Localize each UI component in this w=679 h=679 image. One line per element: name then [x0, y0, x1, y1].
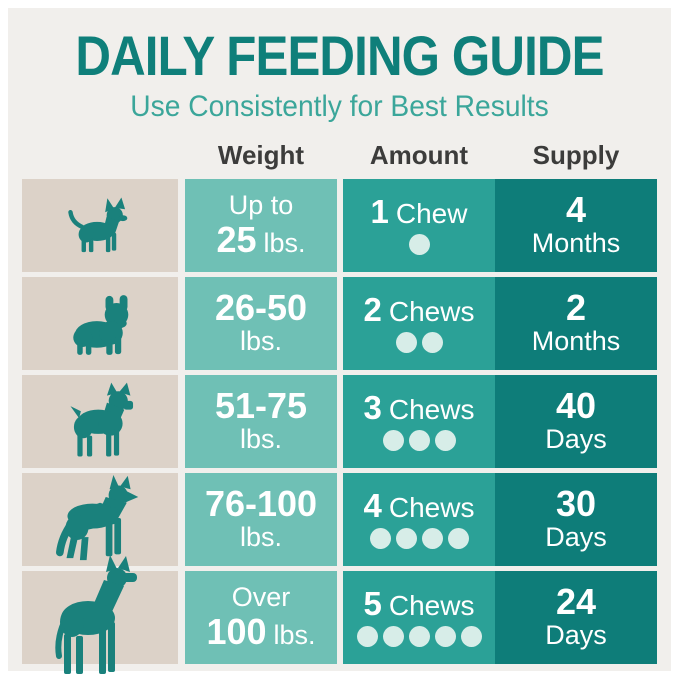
page-subtitle: Use Consistently for Best Results: [130, 90, 549, 123]
supply-cell: 24 Days: [495, 570, 657, 664]
amount-cell: 5 Chews: [343, 570, 495, 664]
german-shepherd-dog-icon: [56, 474, 139, 560]
weight-cell: 51-75 lbs.: [185, 374, 337, 468]
amount-cell: 3 Chews: [343, 374, 495, 468]
page-title: DAILY FEEDING GUIDE: [75, 24, 604, 87]
chew-dot: [447, 528, 469, 550]
chew-dot: [395, 332, 417, 354]
header-spacer: [22, 140, 185, 171]
chew-dot: [421, 528, 443, 550]
table-row: 51-75 lbs. 3 Chews 40 Days: [22, 374, 657, 468]
dog-cell: [22, 554, 178, 674]
supply-cell: 4 Months: [495, 178, 657, 272]
weight-cell: 26-50 lbs.: [185, 276, 337, 370]
table-header: Weight Amount Supply: [22, 140, 657, 171]
amount-cell: 2 Chews: [343, 276, 495, 370]
chew-dot: [421, 332, 443, 354]
table-row: 26-50 lbs. 2 Chews 2 Months: [22, 276, 657, 370]
great-dane-dog-icon: [55, 554, 137, 674]
chew-dot: [460, 626, 482, 648]
chew-dot: [434, 430, 456, 452]
chew-dot: [369, 528, 391, 550]
chew-dot: [395, 528, 417, 550]
column-header-weight: Weight: [217, 139, 305, 170]
chew-dot: [408, 234, 430, 256]
column-header-amount: Amount: [369, 139, 469, 170]
amount-cell: 4 Chews: [343, 472, 495, 566]
amount-cell: 1 Chew: [343, 178, 495, 272]
boxer-dog-icon: [70, 382, 134, 457]
chew-dots: [369, 528, 469, 550]
chihuahua-dog-icon: [68, 196, 128, 252]
chew-dot: [382, 626, 404, 648]
chew-dot: [408, 430, 430, 452]
table-row: Over 100 lbs. 5 Chews 24 Days: [22, 554, 657, 674]
french-bulldog-dog-icon: [73, 294, 129, 355]
chew-dots: [356, 626, 482, 648]
weight-cell: 76-100 lbs.: [185, 472, 337, 566]
chew-dots: [408, 234, 430, 256]
supply-cell: 40 Days: [495, 374, 657, 468]
chew-dot: [408, 626, 430, 648]
table-row: 76-100 lbs. 4 Chews 30 Days: [22, 472, 657, 566]
column-header-supply: Supply: [532, 139, 620, 170]
dog-cell: [22, 276, 178, 370]
table-row: Up to 25 lbs. 1 Chew 4 Months: [22, 178, 657, 272]
feeding-table: Up to 25 lbs. 1 Chew 4 Months: [22, 178, 657, 674]
chew-dots: [382, 430, 456, 452]
infographic-canvas: DAILY FEEDING GUIDE Use Consistently for…: [8, 8, 671, 674]
dog-cell: [22, 472, 178, 566]
weight-cell: Up to 25 lbs.: [185, 178, 337, 272]
dog-cell: [22, 178, 178, 272]
supply-cell: 2 Months: [495, 276, 657, 370]
weight-cell: Over 100 lbs.: [185, 570, 337, 664]
chew-dot: [382, 430, 404, 452]
supply-cell: 30 Days: [495, 472, 657, 566]
chew-dot: [356, 626, 378, 648]
chew-dots: [395, 332, 443, 354]
dog-cell: [22, 374, 178, 468]
chew-dot: [434, 626, 456, 648]
